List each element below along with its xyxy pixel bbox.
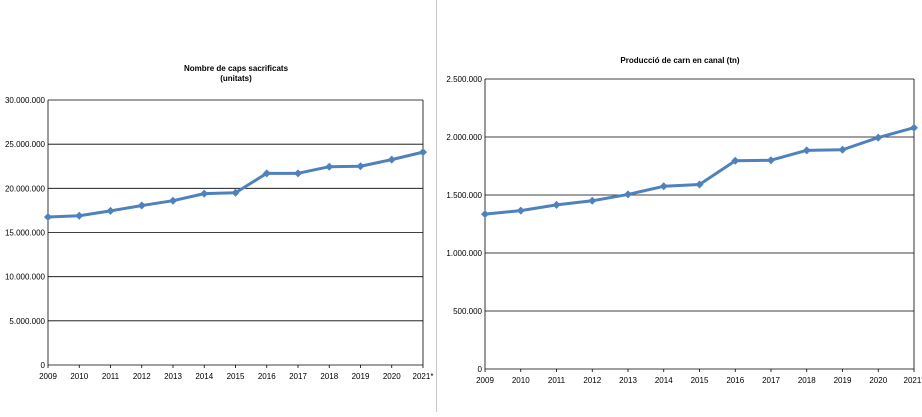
y-tick-label: 20.000.000: [5, 184, 46, 193]
data-point: [169, 196, 177, 205]
x-tick-label: 2011: [548, 376, 566, 385]
data-point: [200, 189, 209, 198]
data-point: [552, 200, 561, 209]
x-tick-label: 2020: [869, 376, 887, 385]
x-tick-label: 2009: [476, 376, 494, 385]
y-tick-label: 10.000.000: [5, 273, 46, 282]
y-tick-label: 1.500.000: [446, 191, 482, 200]
x-tick-label: 2014: [655, 376, 673, 385]
chart-title: (unitats): [220, 74, 252, 83]
data-point: [910, 123, 918, 132]
x-tick-label: 2012: [583, 376, 601, 385]
chart-title: Nombre de caps sacrificats: [184, 64, 289, 73]
x-tick-label: 2013: [164, 372, 182, 381]
x-tick-label: 2014: [195, 372, 213, 381]
y-tick-label: 25.000.000: [5, 140, 46, 149]
data-point: [75, 211, 84, 220]
data-point: [624, 190, 632, 199]
data-point: [481, 210, 489, 219]
y-tick-label: 500.000: [453, 307, 482, 316]
y-tick-label: 1.000.000: [446, 249, 482, 258]
series-line: [47, 150, 424, 219]
y-tick-label: 30.000.000: [5, 96, 46, 105]
x-tick-label: 2012: [133, 372, 151, 381]
series-line: [484, 126, 915, 216]
data-point: [874, 133, 883, 142]
x-tick-label: 2009: [39, 372, 57, 381]
chart-panel-slaughtered-heads: Nombre de caps sacrificats (unitats) 0 5.00…: [0, 0, 437, 412]
data-point: [695, 180, 704, 189]
data-point: [767, 156, 775, 165]
data-point: [294, 169, 302, 178]
chart-slaughtered-heads: Nombre de caps sacrificats(unitats) 0 5.00…: [5, 64, 434, 381]
chart-title: Producció de carn en canal (tn): [620, 56, 739, 65]
x-tick-label: 2016: [258, 372, 276, 381]
data-point: [356, 162, 365, 171]
data-point: [516, 206, 525, 215]
data-point: [659, 182, 668, 191]
x-tick-label: 2018: [320, 372, 338, 381]
x-tick-label: 2019: [352, 372, 370, 381]
data-point: [262, 169, 271, 178]
data-point: [838, 145, 847, 154]
x-tick-label: 2018: [798, 376, 816, 385]
x-tick-label: 2013: [619, 376, 637, 385]
x-tick-label: 2011: [102, 372, 120, 381]
y-tick-label: 2.500.000: [446, 75, 482, 84]
x-tick-label: 2015: [691, 376, 709, 385]
x-tick-label: 2016: [726, 376, 744, 385]
y-tick-label: 0: [478, 365, 483, 374]
y-tick-label: 5.000.000: [9, 317, 45, 326]
data-point: [231, 188, 240, 197]
x-tick-label: 2017: [289, 372, 307, 381]
data-point: [44, 213, 52, 222]
data-point: [106, 206, 115, 215]
x-tick-label: 2021*: [413, 372, 434, 381]
x-tick-label: 2010: [70, 372, 88, 381]
data-point: [588, 196, 597, 205]
x-tick-label: 2017: [762, 376, 780, 385]
chart-panel-carcass-meat-production: Producció de carn en canal (tn) 0 500.000 1…: [437, 0, 922, 412]
y-tick-label: 0: [41, 361, 46, 370]
data-point: [802, 146, 811, 155]
data-point: [325, 162, 334, 171]
y-tick-label: 2.000.000: [446, 133, 482, 142]
x-tick-label: 2019: [834, 376, 852, 385]
chart-carcass-meat-production: Producció de carn en canal (tn) 0 500.000 1…: [446, 56, 922, 385]
x-tick-label: 2020: [383, 372, 401, 381]
data-point: [387, 155, 396, 164]
x-tick-label: 2010: [512, 376, 530, 385]
x-tick-label: 2015: [227, 372, 245, 381]
y-tick-label: 15.000.000: [5, 229, 46, 238]
data-point: [419, 148, 427, 157]
data-point: [137, 201, 146, 210]
data-point: [731, 156, 740, 165]
x-tick-label: 2021*: [904, 376, 922, 385]
